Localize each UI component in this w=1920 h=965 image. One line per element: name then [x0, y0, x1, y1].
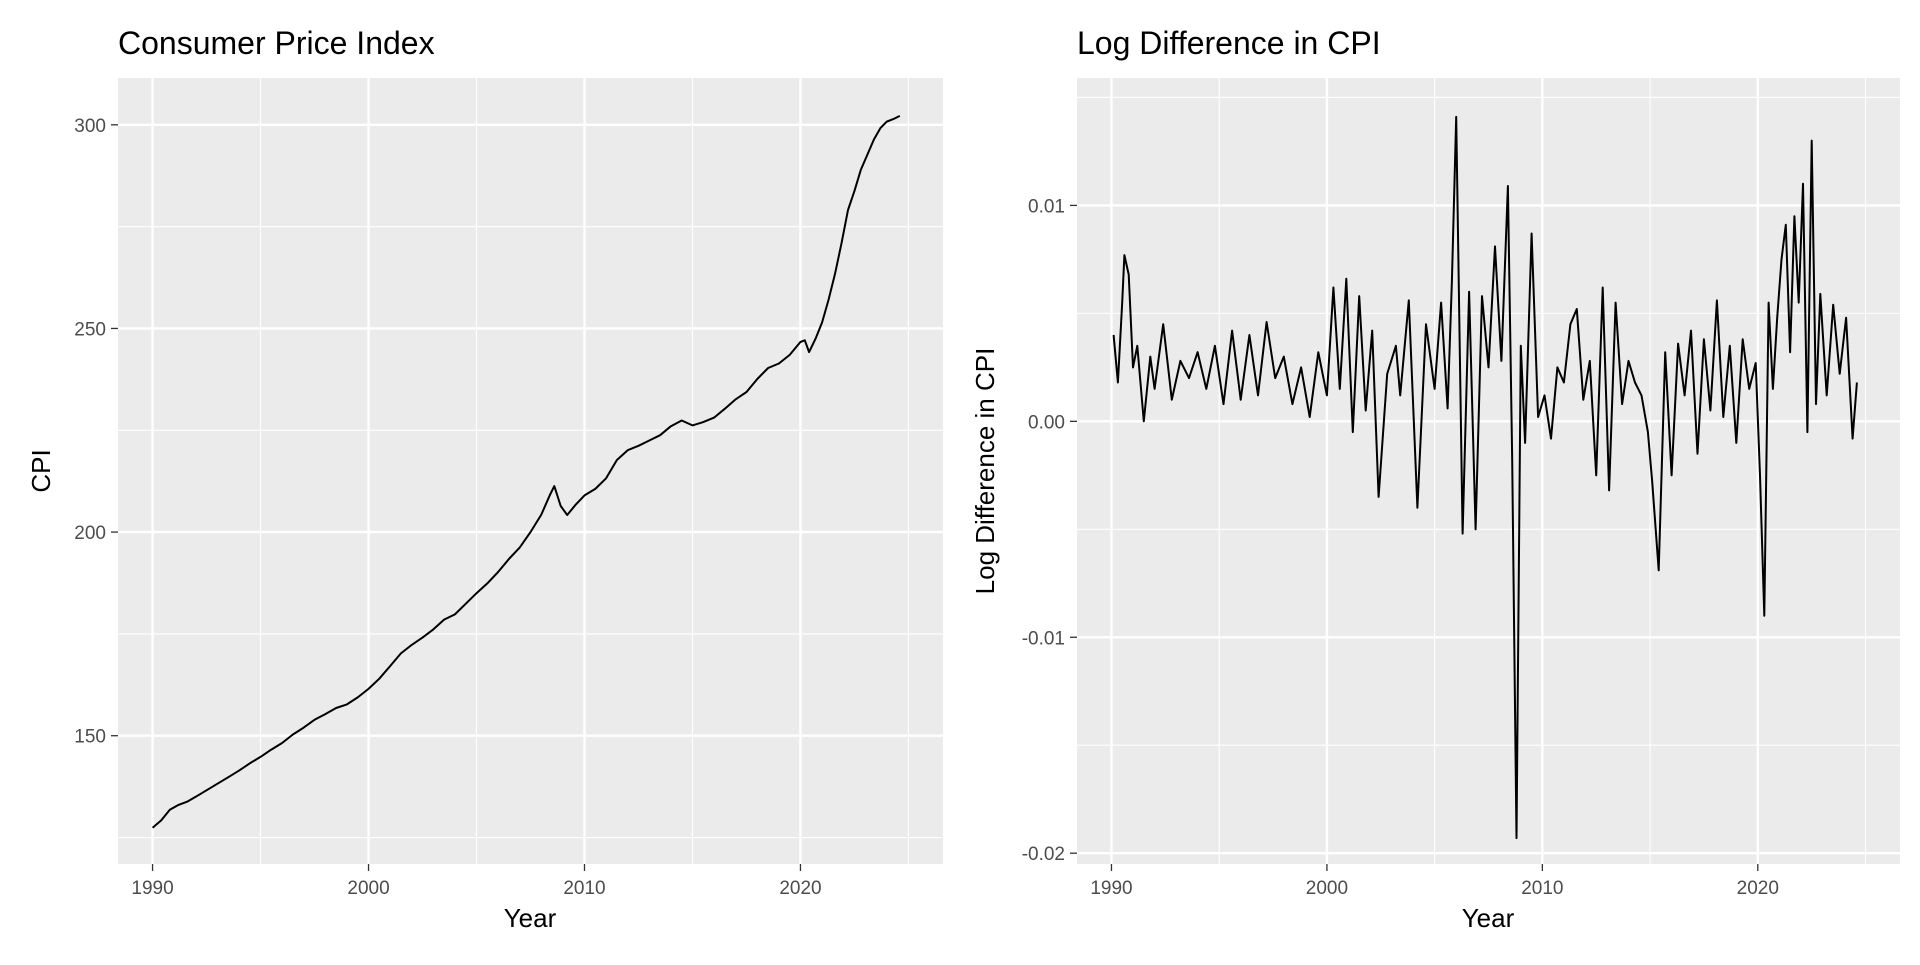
cpi-y-axis-title: CPI	[26, 449, 56, 492]
log-diff-y-tick-label-2: 0.00	[1028, 412, 1065, 433]
log-diff-x-tick-label-3: 2020	[1737, 878, 1779, 899]
log-diff-x-tick-label-1: 2000	[1306, 878, 1348, 899]
cpi-x-tick-label-3: 2020	[779, 878, 821, 899]
cpi-series-layer	[151, 115, 901, 829]
log-diff-x-axis-title: Year	[1462, 903, 1515, 933]
log-diff-y-axis-title: Log Difference in CPI	[970, 348, 1000, 595]
cpi-y-tick-label-3: 300	[74, 116, 106, 137]
cpi-x-axis-title: Year	[504, 903, 557, 933]
log-diff-panel: Log Difference in CPI 1990 2000 2010 2020 -…	[970, 25, 1900, 933]
log-diff-y-tick-label-0: -0.02	[1022, 844, 1065, 865]
cpi-y-tick-label-1: 200	[74, 523, 106, 544]
log-diff-x-tick-label-2: 2010	[1521, 878, 1563, 899]
cpi-x-ticks: 1990 2000 2010 2020	[131, 864, 822, 899]
cpi-y-tick-label-0: 150	[74, 727, 106, 748]
cpi-plot-area	[118, 78, 943, 864]
log-diff-series-layer	[1112, 115, 1858, 840]
log-diff-y-tick-label-1: -0.01	[1022, 628, 1065, 649]
cpi-chart-title: Consumer Price Index	[118, 25, 435, 61]
log-diff-gridlines	[1077, 78, 1900, 864]
log-diff-x-ticks: 1990 2000 2010 2020	[1090, 864, 1779, 899]
cpi-x-tick-label-2: 2010	[563, 878, 605, 899]
cpi-x-tick-label-1: 2000	[347, 878, 389, 899]
log-diff-series-line-0	[1112, 115, 1858, 840]
log-diff-chart-title: Log Difference in CPI	[1077, 25, 1381, 61]
cpi-series-line-0	[151, 115, 901, 829]
cpi-x-tick-label-0: 1990	[131, 878, 173, 899]
log-diff-y-tick-label-3: 0.01	[1028, 196, 1065, 217]
log-diff-x-tick-label-0: 1990	[1090, 878, 1132, 899]
log-diff-y-ticks: -0.02 -0.01 0.00 0.01	[1022, 196, 1077, 865]
cpi-panel: Consumer Price Index 1990 2000 2010 2020 15…	[26, 25, 943, 933]
cpi-y-tick-label-2: 250	[74, 319, 106, 340]
cpi-y-ticks: 150 200 250 300	[74, 116, 118, 748]
log-diff-plot-area	[1077, 78, 1900, 864]
